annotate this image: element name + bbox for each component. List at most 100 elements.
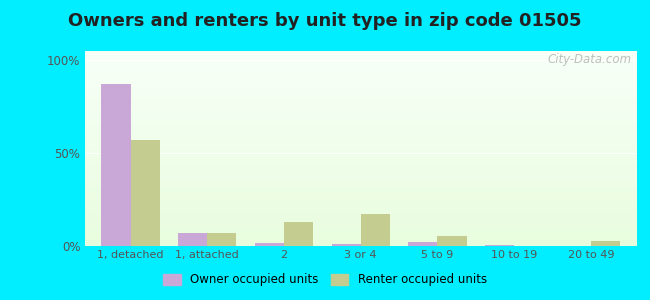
Bar [84,204,637,205]
Bar [84,157,637,158]
Bar [84,236,637,237]
Bar [84,144,637,145]
Bar [84,84,637,85]
Bar [84,149,637,150]
Bar [84,238,637,239]
Bar [408,242,437,246]
Bar [84,51,637,52]
Bar [84,171,637,172]
Bar [84,85,637,86]
Bar [84,215,637,216]
Bar [84,100,637,101]
Bar [84,234,637,235]
Bar [84,119,637,120]
Bar [84,86,637,87]
Bar [84,162,637,163]
Bar [84,141,637,142]
Bar [84,142,637,144]
Bar [84,201,637,202]
Bar [84,122,637,123]
Bar [84,163,637,164]
Bar [84,132,637,133]
Bar [84,208,637,209]
Bar [84,170,637,171]
Bar [84,207,637,208]
Bar [84,213,637,214]
Bar [84,168,637,169]
Bar [84,91,637,92]
Bar [84,179,637,180]
Bar [84,52,637,53]
Bar [84,233,637,234]
Bar [84,153,637,154]
Bar [84,129,637,130]
Bar [84,237,637,238]
Bar [84,165,637,166]
Bar [84,180,637,181]
Bar [84,240,637,241]
Bar [84,150,637,152]
Bar [84,81,637,82]
Bar [84,212,637,213]
Bar [84,120,637,121]
Bar [84,98,637,99]
Bar [84,124,637,125]
Bar [84,62,637,63]
Bar [84,78,637,79]
Bar [84,205,637,206]
Bar [84,227,637,229]
Bar [84,60,637,61]
Bar [84,190,637,191]
Bar [84,232,637,233]
Bar [84,128,637,129]
Bar [84,223,637,224]
Bar [84,231,637,232]
Bar [84,111,637,112]
Bar [84,127,637,128]
Bar [84,200,637,201]
Bar [84,102,637,103]
Bar [84,161,637,162]
Bar [84,176,637,177]
Bar [591,242,620,246]
Bar [84,93,637,94]
Bar [84,90,637,91]
Bar [84,130,637,131]
Bar [84,244,637,245]
Bar [84,87,637,88]
Bar [84,116,637,117]
Bar [84,230,637,231]
Bar [84,243,637,244]
Bar [255,243,284,246]
Bar [84,134,637,135]
Bar [84,75,637,76]
Bar [332,244,361,246]
Bar [84,206,637,207]
Bar [84,156,637,157]
Bar [84,148,637,149]
Bar [84,182,637,183]
Bar [84,219,637,220]
Bar [84,154,637,155]
Bar [84,61,637,62]
Bar [84,224,637,226]
Bar [84,96,637,97]
Bar [84,110,637,111]
Bar [84,67,637,68]
Bar [84,239,637,240]
Bar [84,140,637,141]
Bar [84,173,637,174]
Bar [84,59,637,60]
Bar [84,169,637,170]
Bar [84,159,637,160]
Bar [84,64,637,66]
Bar [84,185,637,187]
Text: City-Data.com: City-Data.com [547,53,632,66]
Bar [84,117,637,118]
Bar [84,53,637,54]
Bar [84,99,637,100]
Bar [84,112,637,113]
Bar [84,175,637,176]
Bar [84,146,637,148]
Bar [84,95,637,96]
